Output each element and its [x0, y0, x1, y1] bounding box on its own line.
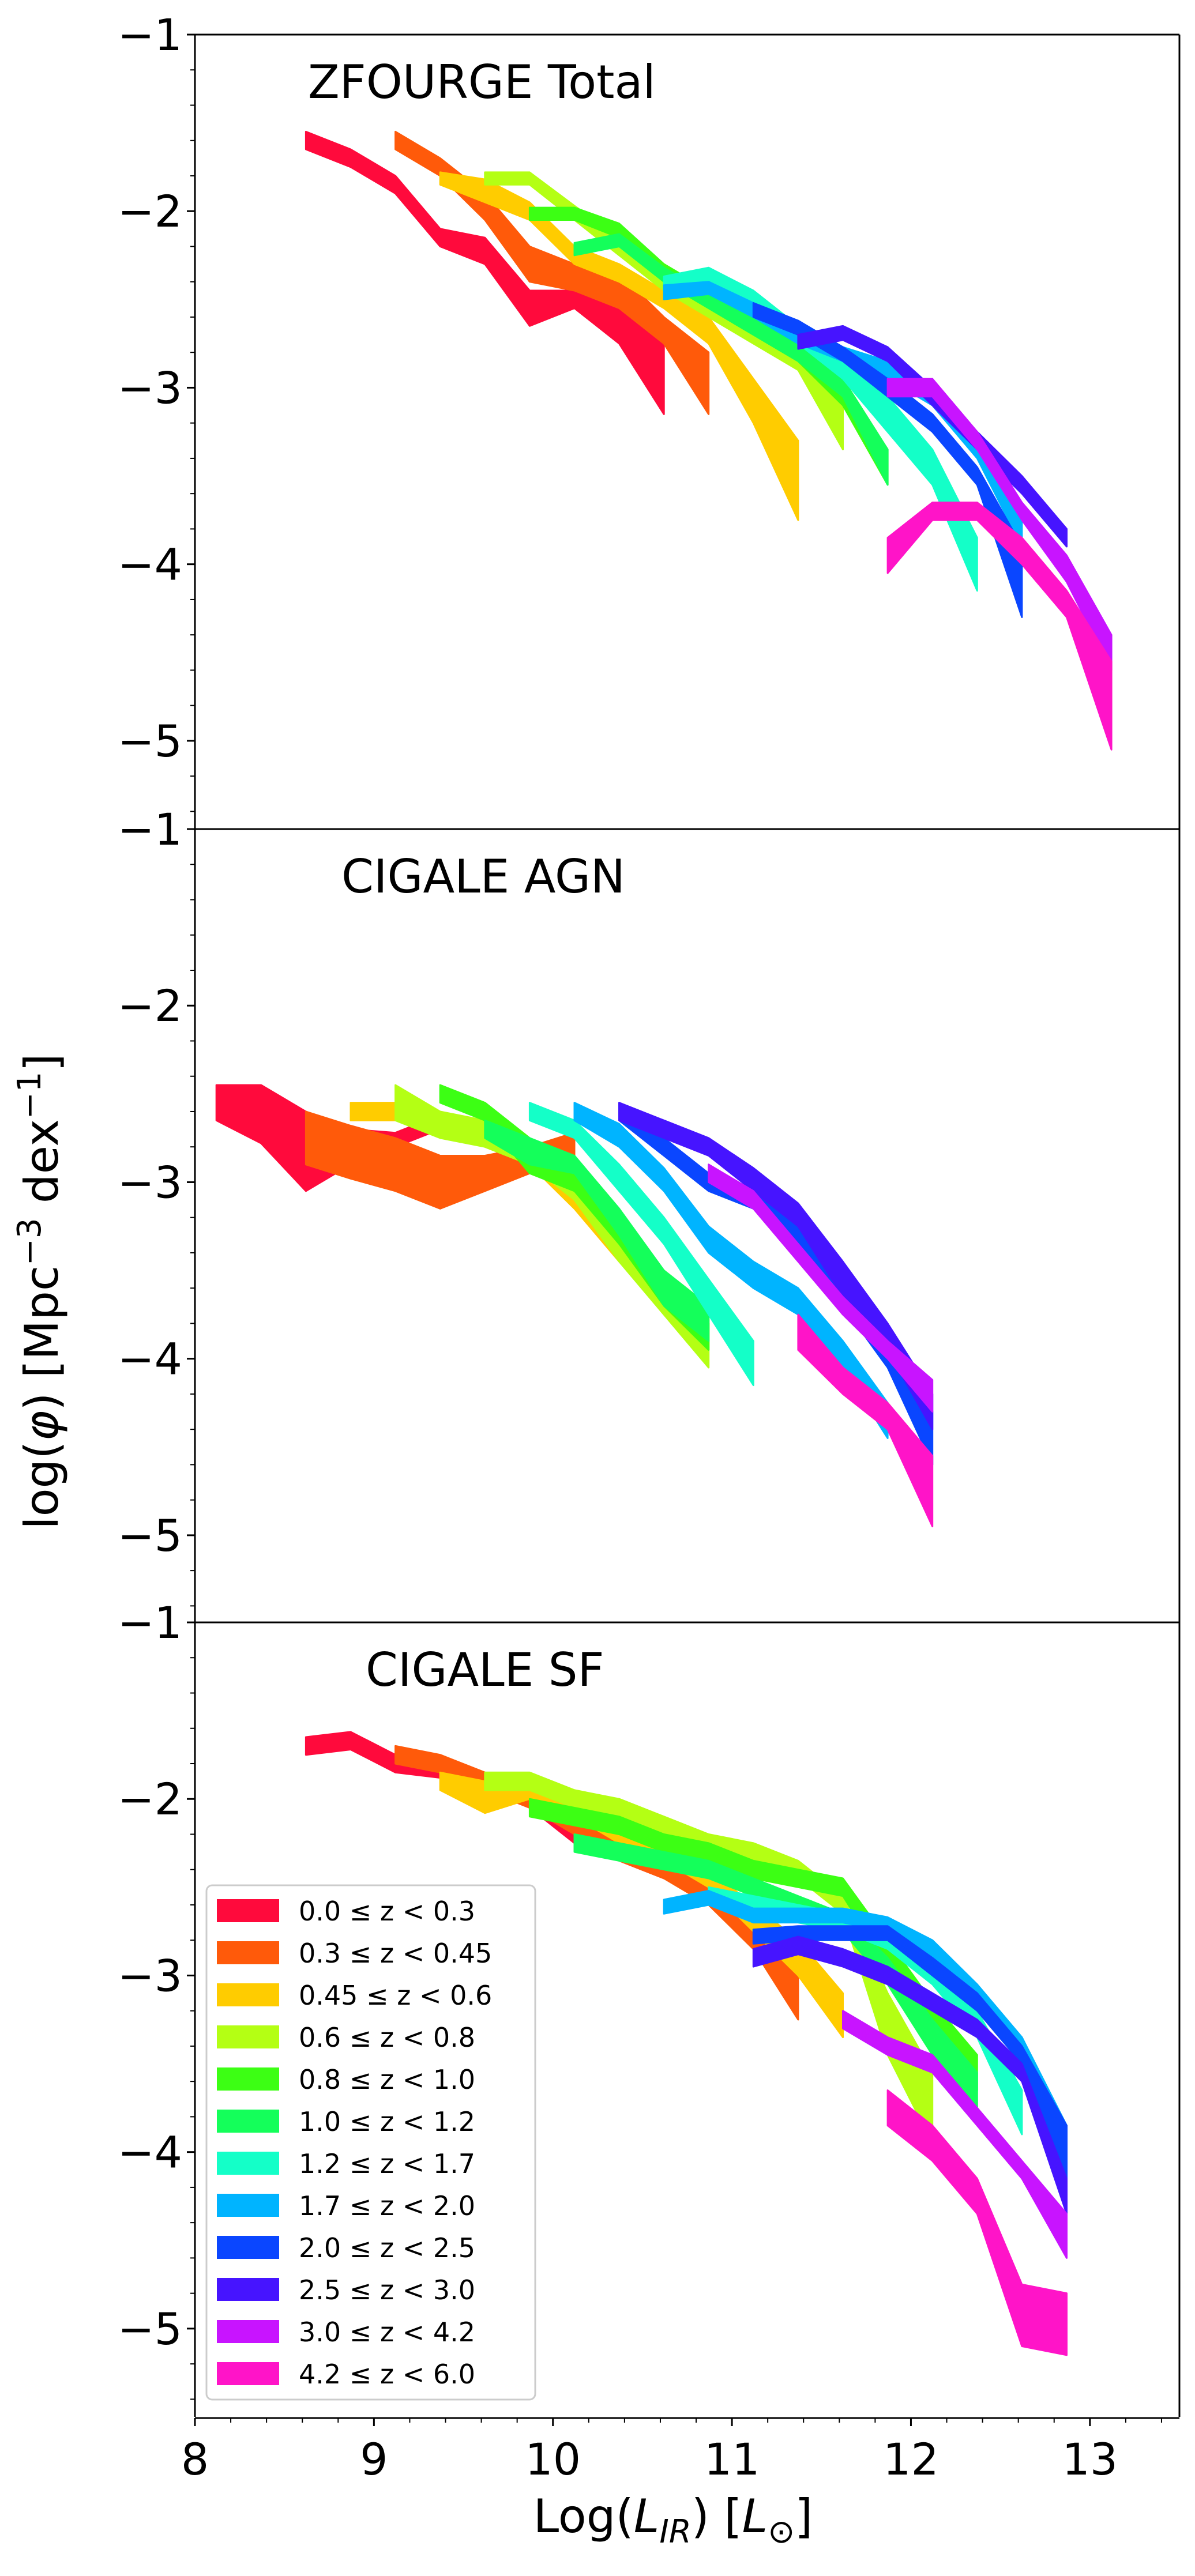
legend-label: 0.3 ≤ z < 0.45 [299, 1938, 492, 1969]
legend-swatch [217, 2278, 279, 2301]
x-tick-label: 11 [704, 2434, 760, 2485]
y-tick-label: −3 [118, 1950, 182, 2001]
y-tick-label: −4 [118, 539, 182, 590]
legend-swatch [217, 1983, 279, 2006]
y-tick-label: −1 [118, 9, 182, 61]
panel-title: CIGALE SF [366, 1643, 604, 1697]
band-series-9 [797, 325, 1068, 548]
band-series-10 [708, 1163, 934, 1413]
legend-swatch [217, 2152, 279, 2175]
y-tick-label: −5 [118, 2303, 182, 2355]
band-series-11 [886, 502, 1113, 751]
y-tick-label: −4 [118, 1334, 182, 1385]
panel-1: −1 −2 −3 −4 −5 ZFOURGE Total [118, 9, 1181, 829]
plot-area: −1 −2 −3 −4 −5 ZFOURGE Total −1 −2 −3 −4 −5 CIGALE … [118, 9, 1181, 2485]
band-series-9 [618, 1102, 934, 1430]
band-series-1 [394, 130, 710, 415]
band-series-11 [886, 2089, 1068, 2356]
band-series-6 [528, 1102, 754, 1387]
y-tick-label: −2 [118, 980, 182, 1031]
legend-label: 0.45 ≤ z < 0.6 [299, 1980, 492, 2011]
y-tick-label: −2 [118, 1773, 182, 1825]
panel-3: −1 −2 −3 −4 −5 CIGALE SF [118, 1597, 1181, 2417]
legend-label: 0.6 ≤ z < 0.8 [299, 2022, 475, 2053]
legend-label: 0.8 ≤ z < 1.0 [299, 2064, 475, 2095]
y-tick-label: −5 [118, 715, 182, 767]
y-axis-label: log(φ) [Mpc−3 dex−1] [11, 1053, 69, 1529]
x-tick-label: 10 [525, 2434, 581, 2485]
x-tick-label: 12 [883, 2434, 939, 2485]
x-tick-label: 9 [360, 2434, 388, 2485]
band-series-10 [842, 2010, 1068, 2259]
y-tick-label: −3 [118, 1157, 182, 1208]
legend-label: 4.2 ≤ z < 6.0 [299, 2359, 475, 2390]
y-tick-label: −2 [118, 186, 182, 237]
legend-label: 1.2 ≤ z < 1.7 [299, 2148, 475, 2179]
panel-2: −1 −2 −3 −4 −5 CIGALE AGN [118, 804, 1181, 1624]
y-tick-label: −3 [118, 362, 182, 413]
legend-swatch [217, 2110, 279, 2133]
x-tick-label: 8 [181, 2434, 209, 2485]
y-tick-label: −1 [118, 1597, 182, 1648]
legend-label: 0.0 ≤ z < 0.3 [299, 1896, 475, 1927]
y-tick-label: −4 [118, 2127, 182, 2178]
band-series-5 [484, 1119, 710, 1342]
band-series-0 [305, 130, 665, 415]
x-tick-label: 13 [1062, 2434, 1118, 2485]
x-axis-label: Log(LIR) [L⊙] [533, 2490, 813, 2551]
panel-title: CIGALE AGN [341, 850, 625, 903]
panel-bands [305, 130, 1113, 751]
legend-swatch [217, 2362, 279, 2385]
panel-bands [215, 1084, 934, 1528]
legend-swatch [217, 2320, 279, 2343]
legend-label: 2.0 ≤ z < 2.5 [299, 2232, 475, 2264]
legend-box [205, 1884, 536, 2401]
panel-bands [305, 1731, 1068, 2356]
y-tick-label: −1 [118, 804, 182, 855]
legend-swatch [217, 2025, 279, 2048]
legend-swatch [217, 1899, 279, 1922]
legend-label: 3.0 ≤ z < 4.2 [299, 2317, 475, 2348]
legend-swatch [217, 1941, 279, 1964]
legend-label: 2.5 ≤ z < 3.0 [299, 2274, 475, 2306]
legend-swatch [217, 2067, 279, 2091]
legend: 0.0 ≤ z < 0.3 0.3 ≤ z < 0.45 0.45 ≤ z < 0.… [205, 1884, 536, 2401]
band-series-7 [573, 1102, 889, 1439]
legend-swatch [217, 2194, 279, 2217]
legend-label: 1.0 ≤ z < 1.2 [299, 2106, 475, 2137]
panel-title: ZFOURGE Total [308, 55, 656, 109]
legend-swatch [217, 2236, 279, 2259]
y-tick-label: −5 [118, 1510, 182, 1561]
legend-label: 1.7 ≤ z < 2.0 [299, 2190, 475, 2221]
band-series-11 [797, 1313, 934, 1528]
